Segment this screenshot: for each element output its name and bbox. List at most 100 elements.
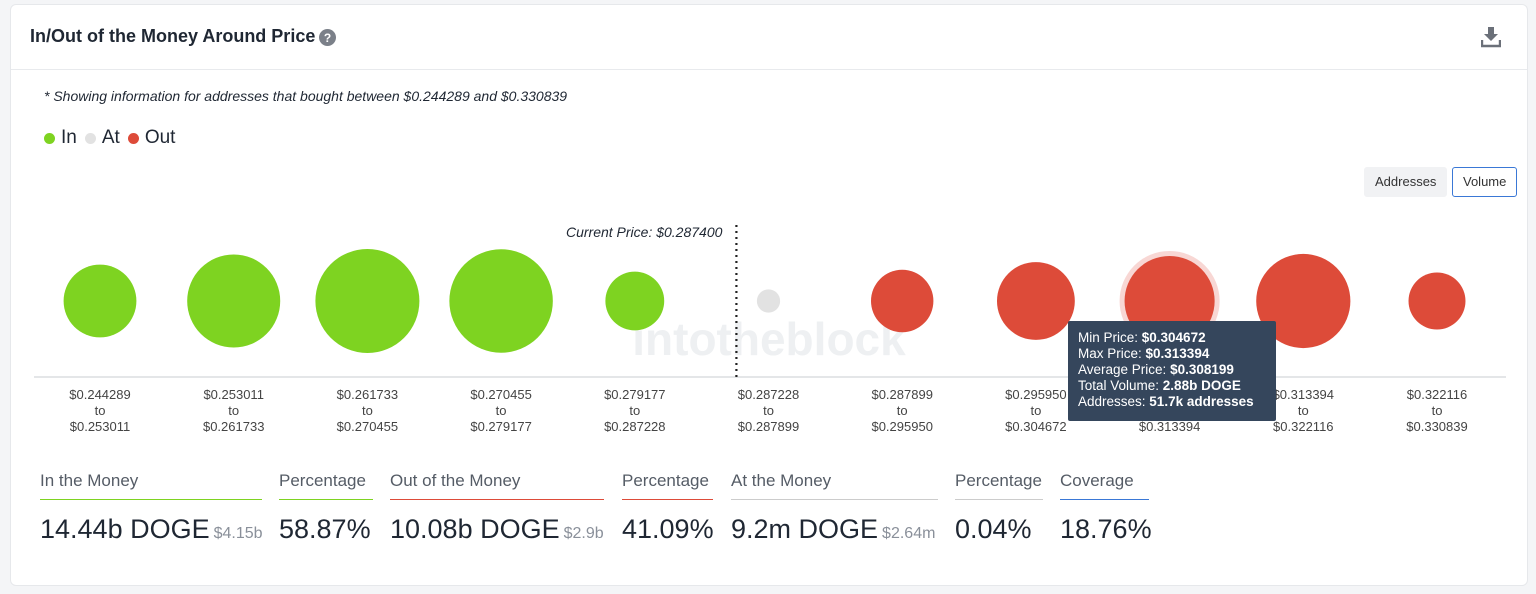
bucket-to-label: $0.304672 — [1005, 419, 1066, 434]
bubble-in-0 — [63, 264, 137, 338]
bucket-sep-label: to — [1432, 403, 1443, 418]
stat-coverage-label: Coverage — [1060, 471, 1149, 500]
ioam-card: In/Out of the Money Around Price ? * Sho… — [10, 4, 1528, 586]
tooltip-background — [1068, 321, 1276, 421]
card-header: In/Out of the Money Around Price ? — [11, 5, 1527, 70]
legend-out-dot — [127, 132, 139, 144]
stat-out-money-label: Out of the Money — [390, 471, 604, 500]
tooltip-row-value: $0.313394 — [1146, 346, 1210, 361]
legend-at-dot — [84, 132, 96, 144]
bucket-to-label: $0.270455 — [337, 419, 398, 434]
bucket-to-label: $0.313394 — [1139, 419, 1200, 434]
legend-item-at[interactable]: At — [84, 127, 120, 149]
bubble-chart: intotheblock Current Price: $0.287400 $0.2… — [34, 224, 1506, 434]
bubble-out-7 — [996, 262, 1075, 340]
bubble-in-4 — [605, 271, 665, 331]
tooltip-row: Max Price: $0.313394 — [1078, 346, 1210, 361]
stat-in-money-label: In the Money — [40, 471, 262, 500]
bucket-sep-label: to — [629, 403, 640, 418]
stat-in-money-value: 14.44b DOGE $4.15b — [40, 514, 263, 544]
stat-out-money-usd: $2.9b — [563, 525, 604, 542]
legend-item-out[interactable]: Out — [127, 127, 176, 149]
tooltip-row-label: Total Volume: — [1078, 378, 1163, 393]
bubble-at-5 — [756, 289, 781, 313]
bucket-to-label: $0.322116 — [1273, 419, 1334, 434]
bucket-from-label: $0.244289 — [69, 387, 130, 402]
page-title: In/Out of the Money Around Price — [30, 26, 316, 46]
stat-in-pct-value: 58.87% — [279, 514, 371, 544]
bucket-sep-label: to — [95, 403, 106, 418]
stat-out-money: Out of the Money 10.08b DOGE $2.9b — [390, 471, 604, 545]
legend: In At Out — [44, 127, 183, 149]
tooltip-row: Average Price: $0.308199 — [1078, 362, 1234, 377]
stat-at-pct-value: 0.04% — [955, 514, 1032, 544]
stat-out-money-value: 10.08b DOGE $2.9b — [390, 514, 604, 544]
bucket-sep-label: to — [1030, 403, 1041, 418]
info-note: * Showing information for addresses that… — [44, 88, 568, 104]
bucket-sep-label: to — [763, 403, 774, 418]
bubble-out-9 — [1256, 253, 1351, 349]
legend-in-label: In — [61, 127, 77, 148]
bucket-to-label: $0.287228 — [604, 419, 665, 434]
tooltip-row: Min Price: $0.304672 — [1078, 330, 1206, 345]
bucket-from-label: $0.270455 — [470, 387, 531, 402]
legend-in-dot — [44, 132, 55, 144]
bucket-sep-label: to — [496, 403, 507, 418]
stat-at-pct-label: Percentage — [955, 471, 1043, 500]
bucket-from-label: $0.313394 — [1273, 387, 1334, 402]
help-icon[interactable]: ? — [319, 29, 336, 46]
tooltip-row-label: Max Price: — [1078, 346, 1146, 361]
bubble-out-10 — [1408, 272, 1466, 330]
stat-in-money: In the Money 14.44b DOGE $4.15b — [40, 471, 263, 545]
bucket-from-label: $0.261733 — [337, 387, 398, 402]
stat-at-pct: Percentage 0.04% — [955, 471, 1043, 545]
bucket-to-label: $0.287899 — [738, 419, 799, 434]
stat-out-pct: Percentage 41.09% — [622, 471, 714, 545]
bucket-from-label: $0.287228 — [738, 387, 799, 402]
bucket-sep-label: to — [1298, 403, 1309, 418]
tooltip-row-value: $0.304672 — [1142, 330, 1206, 345]
bucket-to-label: $0.295950 — [871, 419, 932, 434]
stat-in-money-usd: $4.15b — [213, 525, 263, 542]
stat-in-pct: Percentage 58.87% — [279, 471, 373, 545]
stat-in-pct-label: Percentage — [279, 471, 373, 500]
stat-out-pct-label: Percentage — [622, 471, 713, 500]
bucket-from-label: $0.295950 — [1005, 387, 1066, 402]
watermark: intotheblock — [632, 313, 906, 365]
tooltip-row-label: Average Price: — [1078, 362, 1170, 377]
stat-out-pct-value: 41.09% — [622, 514, 714, 544]
stat-at-money: At the Money 9.2m DOGE $2.64m — [731, 471, 938, 545]
bucket-to-label: $0.279177 — [470, 419, 531, 434]
bucket-from-label: $0.253011 — [203, 387, 264, 402]
stat-at-money-label: At the Money — [731, 471, 938, 500]
svg-text:?: ? — [324, 31, 331, 45]
bucket-from-label: $0.279177 — [604, 387, 665, 402]
bucket-sep-label: to — [228, 403, 239, 418]
tooltip-row-value: 2.88b DOGE — [1163, 378, 1241, 393]
addresses-toggle-button[interactable]: Addresses — [1364, 167, 1448, 197]
bucket-sep-label: to — [362, 403, 373, 418]
stat-coverage: Coverage 18.76% — [1060, 471, 1152, 545]
legend-item-in[interactable]: In — [44, 127, 77, 149]
volume-toggle-button[interactable]: Volume — [1452, 167, 1518, 197]
tooltip-row-label: Addresses: — [1078, 394, 1149, 409]
stat-coverage-value: 18.76% — [1060, 514, 1152, 544]
tooltip-row-value: $0.308199 — [1170, 362, 1234, 377]
bucket-to-label: $0.261733 — [203, 419, 264, 434]
bubble-in-2 — [315, 249, 420, 353]
stats-row: In the Money 14.44b DOGE $4.15b Percentag… — [11, 471, 1527, 571]
bucket-to-label: $0.330839 — [1406, 419, 1467, 434]
legend-out-label: Out — [144, 127, 176, 148]
bucket-sep-label: to — [897, 403, 908, 418]
bucket-to-label: $0.253011 — [70, 419, 131, 434]
stat-at-money-value: 9.2m DOGE $2.64m — [731, 514, 936, 544]
legend-at-label: At — [101, 127, 120, 148]
tooltip-row-value: 51.7k addresses — [1149, 394, 1253, 409]
bubble-out-6 — [871, 269, 934, 333]
bubble-in-1 — [187, 254, 281, 348]
download-icon[interactable] — [1481, 26, 1501, 48]
tooltip-row-label: Min Price: — [1078, 330, 1142, 345]
bucket-from-label: $0.287899 — [871, 387, 932, 402]
tooltip-row: Total Volume: 2.88b DOGE — [1078, 378, 1241, 393]
